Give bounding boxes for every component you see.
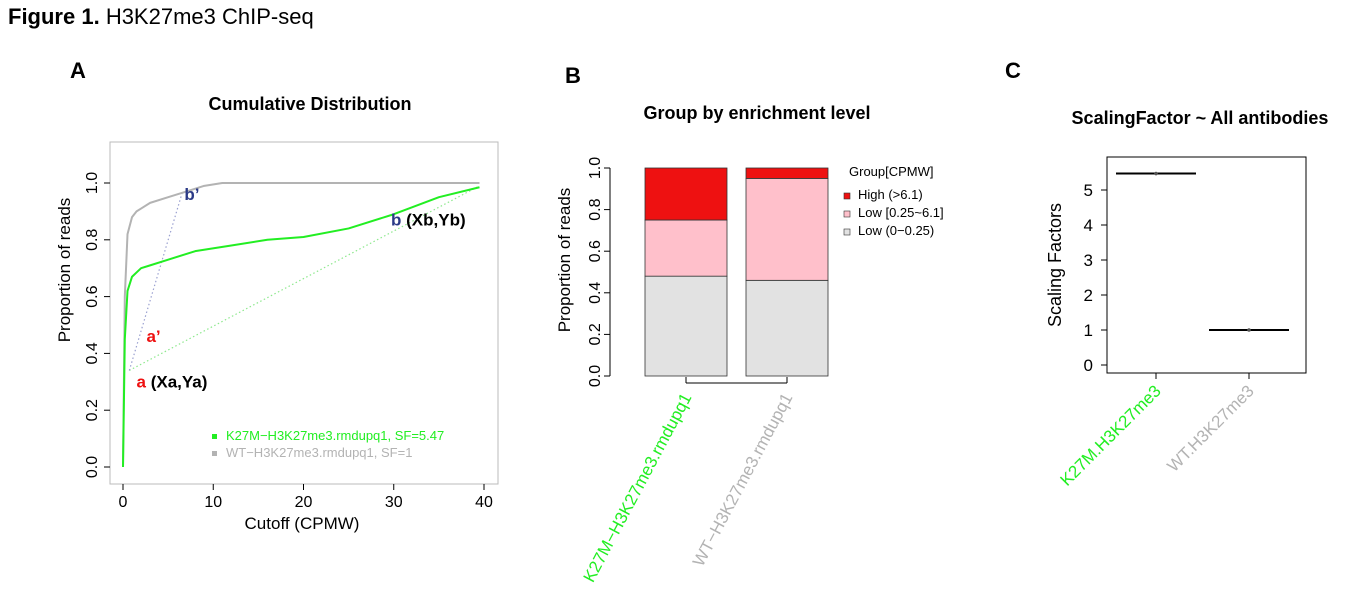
panel-c: ScalingFactor ~ All antibodies 0 1 2 3 4 5 K2… bbox=[1045, 108, 1328, 490]
y-tick-label-b: 0.0 bbox=[587, 365, 604, 387]
y-tick-label-c: 5 bbox=[1084, 181, 1093, 200]
legend-label: Low (0−0.25) bbox=[858, 223, 934, 238]
legend-label: Low [0.25~6.1] bbox=[858, 205, 944, 220]
y-axis-a: 0.0 0.2 0.4 0.6 0.8 1.0 bbox=[84, 172, 110, 478]
chart-title-c: ScalingFactor ~ All antibodies bbox=[1072, 108, 1329, 128]
legend-swatch bbox=[843, 192, 851, 200]
annotation-b: b (Xb,Yb) bbox=[391, 211, 466, 230]
annotation-letter: a bbox=[137, 372, 147, 391]
y-axis-label-b: Proportion of reads bbox=[555, 188, 574, 333]
legend-swatch bbox=[843, 210, 851, 218]
panel-letter-a: A bbox=[70, 58, 86, 83]
data-point bbox=[1247, 328, 1251, 332]
annotation-letter: a’ bbox=[146, 327, 160, 346]
plot-frame-c bbox=[1106, 156, 1307, 374]
bar-segment bbox=[644, 219, 728, 277]
y-axis-c: 0 1 2 3 4 5 bbox=[1084, 181, 1107, 375]
bar-segment bbox=[644, 167, 728, 221]
guide-line bbox=[128, 191, 184, 371]
y-tick-label-a: 0.2 bbox=[84, 399, 101, 421]
legend-a: K27M−H3K27me3.rmdupq1, SF=5.47 WT−H3K27me… bbox=[212, 428, 444, 460]
panel-letter-b: B bbox=[565, 63, 581, 88]
legend-swatch bbox=[843, 228, 851, 236]
series-line bbox=[122, 182, 480, 468]
annotation-coords: (Xb,Yb) bbox=[401, 211, 465, 230]
legend-b: Group[CPMW] High (>6.1) Low [0.25~6.1] Low … bbox=[843, 164, 944, 238]
x-axis-a: 0 10 20 30 40 bbox=[119, 484, 493, 511]
annotation-a-prime: a’ bbox=[146, 327, 160, 346]
bar-segment bbox=[745, 279, 829, 377]
chart-title-b: Group by enrichment level bbox=[643, 103, 870, 123]
x-tick-label-a: 20 bbox=[295, 494, 313, 511]
x-tick-label-a: 10 bbox=[204, 494, 222, 511]
y-tick-label-c: 0 bbox=[1084, 356, 1093, 375]
y-tick-label-a: 1.0 bbox=[84, 172, 101, 194]
bar-segment bbox=[745, 167, 829, 179]
y-tick-label-b: 0.6 bbox=[587, 240, 604, 262]
y-axis-label-a: Proportion of reads bbox=[55, 198, 74, 343]
y-tick-label-b: 0.8 bbox=[587, 198, 604, 220]
legend-label: High (>6.1) bbox=[858, 187, 923, 202]
y-tick-label-b: 0.4 bbox=[587, 282, 604, 304]
y-tick-label-c: 4 bbox=[1084, 216, 1093, 235]
y-tick-label-a: 0.8 bbox=[84, 229, 101, 251]
y-tick-label-b: 1.0 bbox=[587, 157, 604, 179]
annotations-a: a (Xa,Ya) a’ b (Xb,Yb) b’ bbox=[137, 185, 466, 391]
annotation-coords: (Xa,Ya) bbox=[146, 372, 207, 391]
guide-lines-a bbox=[128, 185, 480, 371]
y-axis-label-c: Scaling Factors bbox=[1045, 203, 1065, 327]
y-tick-label-a: 0.6 bbox=[84, 285, 101, 307]
y-tick-label-c: 1 bbox=[1084, 321, 1093, 340]
figure-title: Figure 1. H3K27me3 ChIP-seq bbox=[8, 4, 314, 29]
annotation-b-prime: b’ bbox=[184, 185, 199, 204]
annotation-letter: b bbox=[391, 211, 401, 230]
series-group-a bbox=[122, 182, 480, 468]
bar-segment bbox=[644, 275, 728, 377]
panel-a: Cumulative Distribution 0.0 0.2 0.4 0.6 0.8 1… bbox=[55, 94, 499, 533]
x-tick-label-b: K27M−H3K27me3.rmdupq1 bbox=[580, 390, 696, 585]
x-tick-label-a: 0 bbox=[119, 494, 128, 511]
legend-swatch bbox=[212, 434, 217, 439]
y-tick-label-b: 0.2 bbox=[587, 323, 604, 345]
legend-title-b: Group[CPMW] bbox=[849, 164, 934, 179]
legend-swatch bbox=[212, 451, 217, 456]
series-line bbox=[122, 186, 480, 468]
legend-label: K27M−H3K27me3.rmdupq1, SF=5.47 bbox=[226, 428, 444, 443]
y-tick-label-c: 3 bbox=[1084, 251, 1093, 270]
points-c bbox=[1116, 171, 1289, 332]
x-tick-label-a: 30 bbox=[385, 494, 403, 511]
x-tick-label-a: 40 bbox=[475, 494, 493, 511]
y-tick-label-a: 0.0 bbox=[84, 456, 101, 478]
bar-segment bbox=[745, 177, 829, 281]
x-tick-label-c: K27M.H3K27me3 bbox=[1057, 381, 1165, 489]
legend-label: WT−H3K27me3.rmdupq1, SF=1 bbox=[226, 445, 412, 460]
y-tick-label-a: 0.4 bbox=[84, 342, 101, 364]
x-tick-label-c: WT.H3K27me3 bbox=[1164, 381, 1258, 475]
bars-b bbox=[644, 167, 829, 377]
annotation-letter: b’ bbox=[184, 185, 199, 204]
annotation-a: a (Xa,Ya) bbox=[137, 372, 208, 391]
data-point bbox=[1154, 171, 1158, 176]
chart-title-a: Cumulative Distribution bbox=[208, 94, 411, 114]
panel-b: Group by enrichment level 0.00.20.40.60.… bbox=[555, 103, 944, 585]
x-axis-label-a: Cutoff (CPMW) bbox=[245, 514, 360, 533]
panel-letter-c: C bbox=[1005, 58, 1021, 83]
y-tick-label-c: 2 bbox=[1084, 286, 1093, 305]
x-tick-label-b: WT−H3K27me3.rmdupq1 bbox=[689, 390, 796, 570]
y-axis-b: 0.0 0.2 0.4 0.6 0.8 1.0 bbox=[587, 157, 611, 387]
